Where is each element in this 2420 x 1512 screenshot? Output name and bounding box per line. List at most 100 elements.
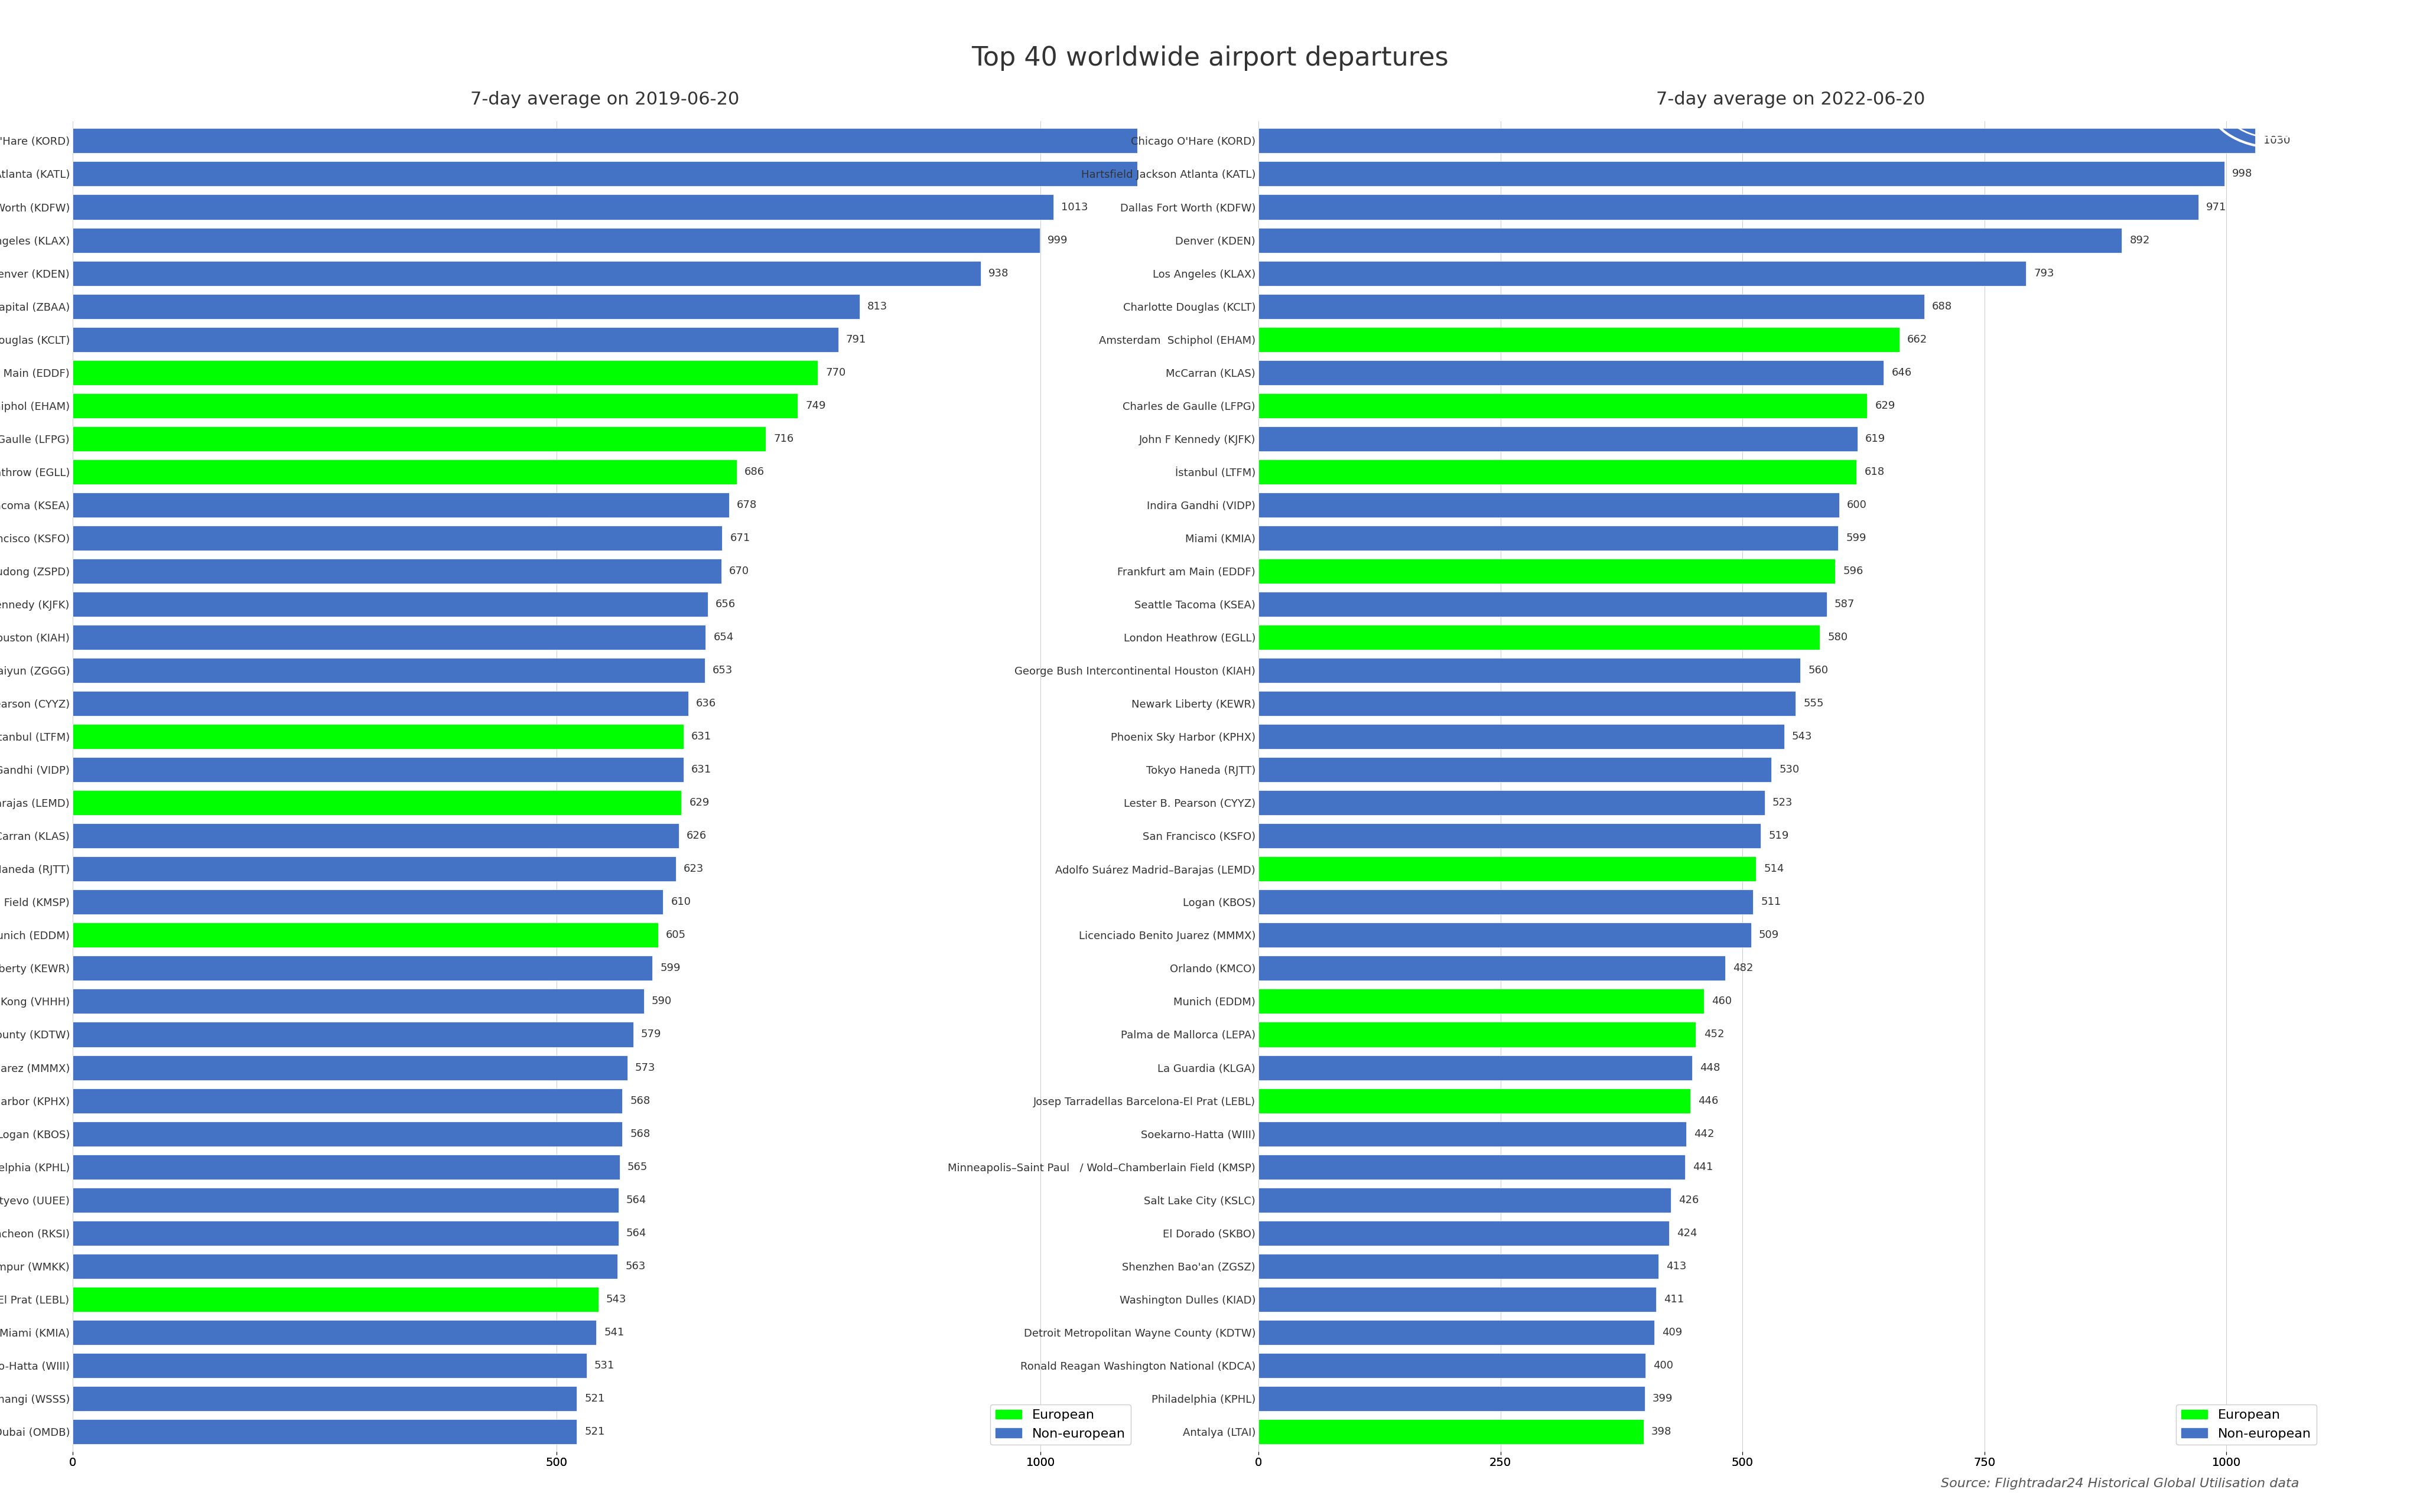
Text: 631: 631 bbox=[692, 732, 711, 742]
Text: 619: 619 bbox=[1866, 434, 1885, 445]
Bar bbox=[1258, 624, 1820, 650]
Text: 770: 770 bbox=[825, 367, 847, 378]
Bar bbox=[73, 559, 721, 584]
Text: 656: 656 bbox=[716, 599, 736, 609]
Bar bbox=[1258, 889, 1752, 915]
Bar bbox=[73, 526, 721, 550]
Bar bbox=[1258, 791, 1764, 815]
Text: 564: 564 bbox=[627, 1194, 646, 1205]
Text: 671: 671 bbox=[731, 532, 750, 543]
Text: 580: 580 bbox=[1827, 632, 1849, 643]
Text: 511: 511 bbox=[1762, 897, 1781, 907]
Bar bbox=[73, 1220, 620, 1246]
Text: 749: 749 bbox=[806, 401, 825, 411]
Text: 426: 426 bbox=[1679, 1194, 1699, 1205]
Bar bbox=[73, 1022, 634, 1046]
Bar bbox=[1258, 129, 2255, 153]
Bar bbox=[73, 493, 728, 517]
Text: 938: 938 bbox=[987, 268, 1009, 278]
Bar bbox=[73, 1155, 620, 1179]
Text: 1357: 1357 bbox=[1394, 136, 1421, 147]
Text: 1316: 1316 bbox=[1355, 169, 1382, 180]
Text: 971: 971 bbox=[2207, 201, 2226, 212]
Text: 523: 523 bbox=[1771, 797, 1793, 807]
Text: 599: 599 bbox=[661, 963, 680, 974]
Bar bbox=[73, 1320, 595, 1344]
Text: 521: 521 bbox=[586, 1393, 605, 1403]
Bar bbox=[73, 1055, 627, 1080]
Bar bbox=[73, 1287, 598, 1312]
Text: 686: 686 bbox=[745, 467, 765, 478]
Bar bbox=[73, 922, 658, 948]
Text: 573: 573 bbox=[634, 1063, 656, 1074]
Bar bbox=[1258, 260, 2026, 286]
Text: 599: 599 bbox=[1846, 532, 1866, 543]
Text: 600: 600 bbox=[1846, 499, 1866, 510]
Text: 413: 413 bbox=[1665, 1261, 1687, 1272]
Text: 441: 441 bbox=[1694, 1161, 1713, 1172]
Text: 596: 596 bbox=[1844, 565, 1863, 576]
Bar bbox=[73, 1420, 576, 1444]
Bar bbox=[73, 624, 707, 650]
Bar bbox=[73, 1253, 617, 1279]
Text: 636: 636 bbox=[697, 699, 716, 709]
Bar bbox=[1258, 591, 1827, 617]
Text: 688: 688 bbox=[1931, 301, 1953, 311]
Bar bbox=[1258, 658, 1800, 683]
Bar bbox=[1258, 393, 1868, 417]
Text: 541: 541 bbox=[605, 1328, 624, 1338]
Bar bbox=[1258, 195, 2197, 219]
Bar bbox=[1258, 1387, 1646, 1411]
Text: 998: 998 bbox=[2231, 169, 2253, 180]
Bar bbox=[73, 426, 765, 451]
Text: 448: 448 bbox=[1699, 1063, 1721, 1074]
Title: 7-day average on 2022-06-20: 7-day average on 2022-06-20 bbox=[1655, 91, 1926, 107]
Text: 631: 631 bbox=[692, 765, 711, 776]
Text: 999: 999 bbox=[1048, 234, 1067, 245]
Bar bbox=[1258, 922, 1752, 948]
Bar bbox=[1258, 327, 1900, 352]
Bar bbox=[1258, 426, 1859, 451]
Text: 531: 531 bbox=[595, 1361, 615, 1371]
Legend: European, Non-european: European, Non-european bbox=[990, 1405, 1130, 1445]
Text: 1030: 1030 bbox=[2263, 136, 2289, 147]
Bar bbox=[73, 1122, 622, 1146]
Bar bbox=[1258, 228, 2122, 253]
Text: 568: 568 bbox=[629, 1095, 651, 1105]
Bar bbox=[73, 989, 644, 1013]
Text: 565: 565 bbox=[627, 1161, 649, 1172]
Text: 813: 813 bbox=[866, 301, 888, 311]
Bar bbox=[1258, 1187, 1670, 1213]
Bar bbox=[73, 758, 682, 782]
Text: 411: 411 bbox=[1665, 1294, 1684, 1305]
Text: 530: 530 bbox=[1779, 765, 1800, 776]
Text: 618: 618 bbox=[1863, 467, 1885, 478]
Bar bbox=[1258, 1155, 1684, 1179]
Text: 605: 605 bbox=[666, 930, 687, 940]
Bar bbox=[73, 889, 663, 915]
Text: 543: 543 bbox=[605, 1294, 627, 1305]
Bar bbox=[1258, 1420, 1643, 1444]
Text: Source: Flightradar24 Historical Global Utilisation data: Source: Flightradar24 Historical Global … bbox=[1941, 1477, 2299, 1489]
Bar bbox=[1258, 1122, 1687, 1146]
Bar bbox=[73, 162, 1346, 186]
Text: 399: 399 bbox=[1653, 1393, 1672, 1403]
Bar bbox=[73, 327, 837, 352]
Bar bbox=[1258, 857, 1757, 881]
Bar bbox=[1258, 1320, 1655, 1344]
Bar bbox=[73, 129, 1387, 153]
Bar bbox=[73, 293, 859, 319]
Bar bbox=[1258, 559, 1834, 584]
Text: 460: 460 bbox=[1711, 996, 1733, 1007]
Bar bbox=[73, 260, 980, 286]
Text: 564: 564 bbox=[627, 1228, 646, 1238]
Bar bbox=[73, 824, 678, 848]
Text: 590: 590 bbox=[651, 996, 673, 1007]
Bar bbox=[1258, 1220, 1670, 1246]
Text: 587: 587 bbox=[1834, 599, 1854, 609]
Bar bbox=[1258, 956, 1725, 981]
Text: 398: 398 bbox=[1650, 1426, 1672, 1436]
Bar bbox=[73, 791, 682, 815]
Text: 654: 654 bbox=[714, 632, 733, 643]
Text: 560: 560 bbox=[1808, 665, 1830, 676]
